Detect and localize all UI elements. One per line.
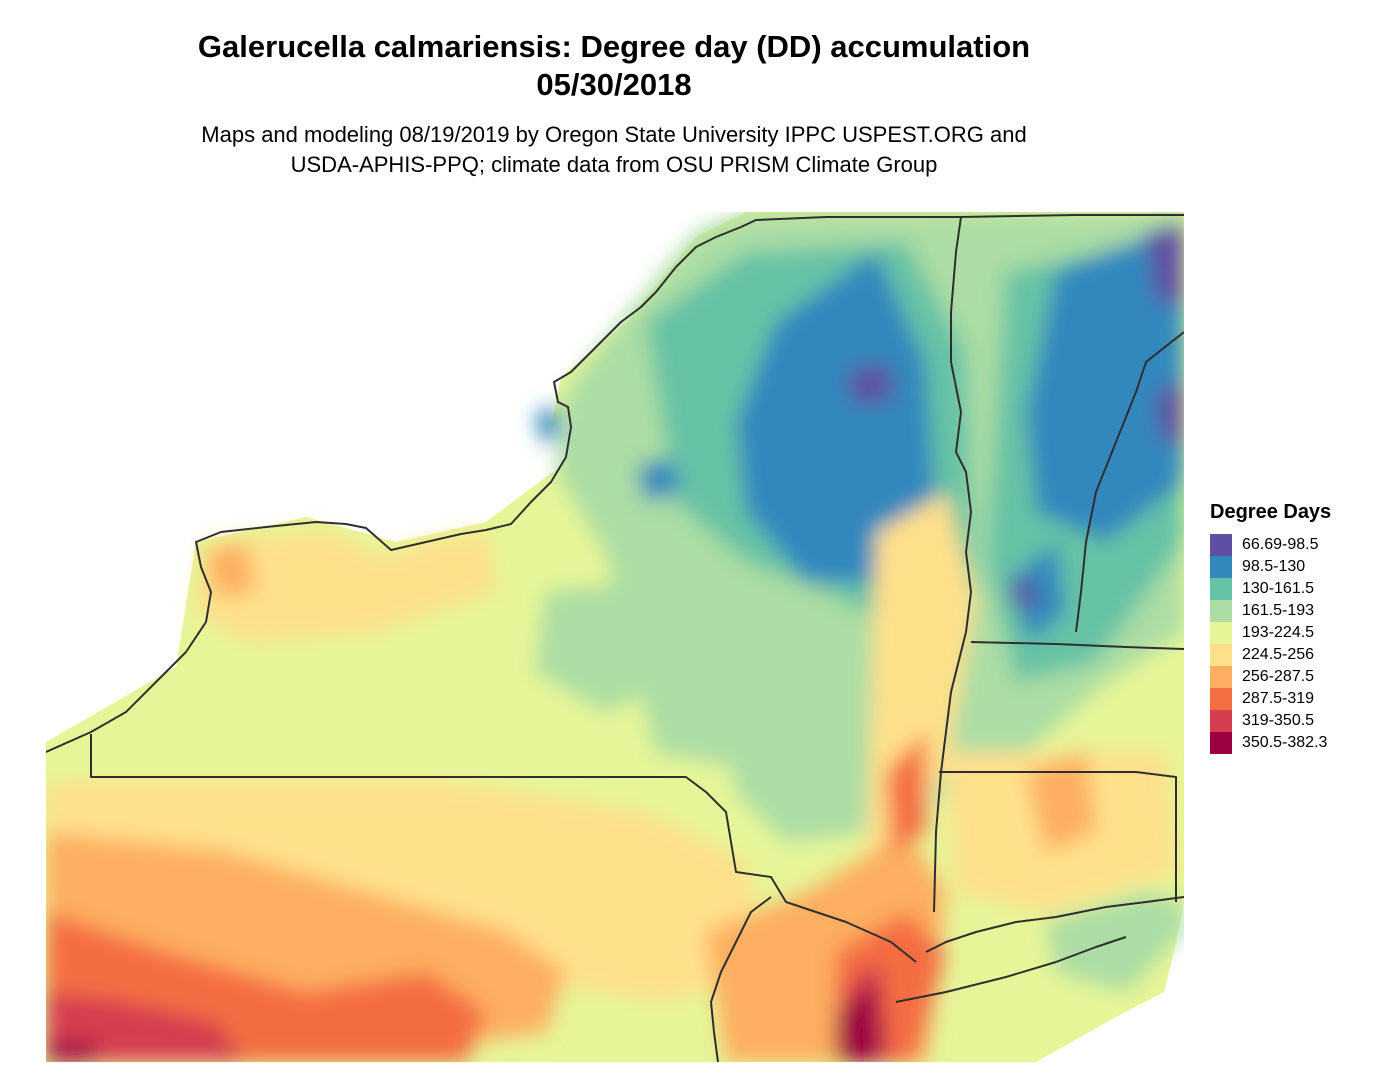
legend-item: 66.69-98.5	[1210, 534, 1390, 556]
legend-item: 256-287.5	[1210, 666, 1390, 688]
legend-item: 319-350.5	[1210, 710, 1390, 732]
map-canvas	[46, 212, 1184, 1062]
colour-zones	[46, 212, 1184, 1062]
nj-border	[710, 896, 772, 1062]
ny-boundary	[46, 214, 1184, 753]
legend-swatch	[1210, 622, 1232, 644]
state-boundaries	[46, 214, 1184, 1062]
legend-swatch	[1210, 710, 1232, 732]
legend-swatch	[1210, 556, 1232, 578]
legend-label: 256-287.5	[1242, 668, 1315, 685]
map-title-line-2: 05/30/2018	[536, 67, 692, 102]
legend-item: 193-224.5	[1210, 622, 1390, 644]
map-subtitle-line-1: Maps and modeling 08/19/2019 by Oregon S…	[201, 122, 1027, 147]
pa-ny-border	[90, 734, 917, 963]
legend-swatch	[1210, 688, 1232, 710]
legend-items: 66.69-98.5 98.5-130 130-161.5 161.5-193 …	[1210, 534, 1390, 754]
map-title: Galerucella calmariensis: Degree day (DD…	[0, 28, 1228, 104]
legend-item: 161.5-193	[1210, 600, 1390, 622]
legend-swatch	[1210, 534, 1232, 556]
legend-label: 224.5-256	[1242, 646, 1315, 663]
legend-label: 98.5-130	[1242, 558, 1306, 575]
legend: Degree Days 66.69-98.5 98.5-130 130-161.…	[1210, 500, 1390, 754]
legend-swatch	[1210, 578, 1232, 600]
legend-item: 98.5-130	[1210, 556, 1390, 578]
legend-item: 350.5-382.3	[1210, 732, 1390, 754]
legend-label: 193-224.5	[1242, 624, 1315, 641]
degree-day-raster	[46, 212, 1184, 1062]
legend-label: 287.5-319	[1242, 690, 1315, 707]
legend-label: 319-350.5	[1242, 712, 1315, 729]
map-title-line-1: Galerucella calmariensis: Degree day (DD…	[197, 29, 1031, 64]
legend-swatch	[1210, 666, 1232, 688]
long-island-south	[895, 936, 1127, 1003]
degree-day-map	[46, 212, 1184, 1062]
legend-title: Degree Days	[1210, 501, 1332, 523]
legend-label: 350.5-382.3	[1242, 734, 1328, 751]
legend-item: 224.5-256	[1210, 644, 1390, 666]
legend-swatch	[1210, 644, 1232, 666]
ma-border	[970, 641, 1184, 650]
map-subtitle-line-2: USDA-APHIS-PPQ; climate data from OSU PR…	[290, 152, 938, 177]
ct-border	[939, 771, 1177, 902]
legend-label: 66.69-98.5	[1242, 536, 1319, 553]
legend-swatch	[1210, 732, 1232, 754]
legend-item: 130-161.5	[1210, 578, 1390, 600]
nh-vt-border	[1075, 331, 1184, 633]
long-island-coast	[925, 896, 1184, 953]
legend-label: 130-161.5	[1242, 580, 1315, 597]
legend-swatch	[1210, 600, 1232, 622]
map-subtitle: Maps and modeling 08/19/2019 by Oregon S…	[0, 120, 1228, 180]
legend-item: 287.5-319	[1210, 688, 1390, 710]
legend-label: 161.5-193	[1242, 602, 1315, 619]
vt-ny-border	[933, 216, 972, 913]
